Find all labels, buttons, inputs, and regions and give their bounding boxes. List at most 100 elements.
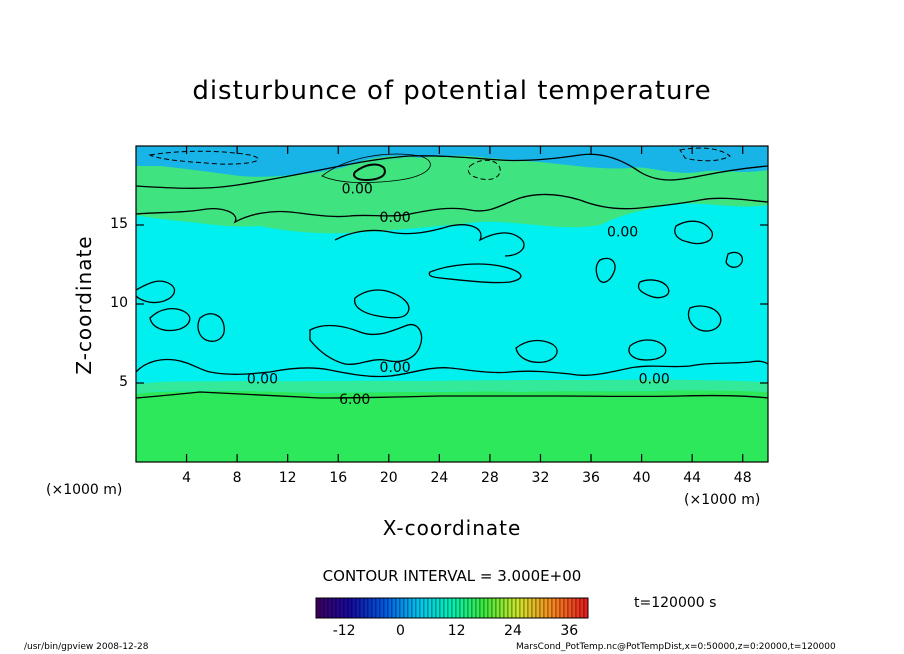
field-transition-band bbox=[136, 379, 768, 394]
colorbar-cell bbox=[531, 597, 537, 619]
footer-left-text: /usr/bin/gpview 2008-12-28 bbox=[24, 642, 149, 652]
contour-blob-7 bbox=[725, 251, 743, 268]
x-axis-label: X-coordinate bbox=[382, 516, 522, 540]
contour-negative-1 bbox=[148, 150, 259, 165]
x-tick-label: 16 bbox=[329, 470, 348, 486]
contour-upper-0 bbox=[136, 153, 768, 189]
y-axis-ticks bbox=[136, 224, 768, 384]
colorbar-cell bbox=[471, 597, 477, 619]
x-tick-label: 8 bbox=[232, 470, 242, 486]
x-axis-ticks bbox=[185, 146, 744, 462]
colorbar-tick-label: -12 bbox=[332, 623, 356, 639]
contour-negative-3 bbox=[679, 147, 731, 162]
colorbar-cell bbox=[435, 597, 441, 619]
colorbar-cell bbox=[355, 597, 361, 619]
field-lower-layer bbox=[136, 389, 768, 462]
colorbar-tick-label: 12 bbox=[447, 623, 466, 639]
x-tick-label: 28 bbox=[480, 470, 499, 486]
colorbar-cell bbox=[463, 597, 469, 619]
contour-mid-left bbox=[136, 280, 176, 304]
colorbar-tick-label: 24 bbox=[504, 623, 522, 639]
colorbar-cell bbox=[323, 597, 329, 619]
colorbar-cell bbox=[371, 597, 377, 619]
x-tick-label: 24 bbox=[430, 470, 449, 486]
colorbar-cell bbox=[427, 597, 433, 619]
colorbar-cell bbox=[347, 597, 353, 619]
colorbar-cell bbox=[547, 597, 553, 619]
colorbar-cell bbox=[411, 597, 417, 619]
colorbar-cell bbox=[503, 597, 509, 619]
colorbar-cell bbox=[447, 597, 453, 619]
colorbar-cell bbox=[351, 597, 357, 619]
y-tick-label: 10 bbox=[110, 295, 128, 311]
colorbar-cell bbox=[383, 597, 389, 619]
contour-label: 0.00 bbox=[380, 360, 411, 376]
colorbar-cell bbox=[535, 597, 541, 619]
colorbar-cell bbox=[459, 597, 465, 619]
contour-label: 0.00 bbox=[639, 371, 670, 387]
field-top-hotspot bbox=[330, 156, 431, 181]
colorbar-cell bbox=[583, 597, 589, 619]
x-tick-label: 48 bbox=[733, 470, 752, 486]
contour-blob-2 bbox=[595, 257, 616, 283]
contour-upper-0b bbox=[136, 193, 768, 224]
colorbar-cell bbox=[439, 597, 445, 619]
colorbar-cell bbox=[327, 597, 333, 619]
x-tick-label: 36 bbox=[582, 470, 600, 486]
contour-blob-1 bbox=[674, 220, 713, 245]
colorbar-cell bbox=[575, 597, 581, 619]
colorbar-cell bbox=[359, 597, 365, 619]
contour-mid-left-3 bbox=[197, 313, 225, 342]
colorbar-cell bbox=[339, 597, 345, 619]
colorbar-cell bbox=[543, 597, 549, 619]
x-unit-right: (×1000 m) bbox=[684, 492, 761, 508]
contour-label: 0.00 bbox=[380, 210, 411, 226]
colorbar-cell bbox=[395, 597, 401, 619]
colorbar-cell bbox=[391, 597, 397, 619]
colorbar-cell bbox=[527, 597, 533, 619]
colorbar-cell bbox=[507, 597, 513, 619]
colorbar-cell bbox=[519, 597, 525, 619]
x-tick-label: 32 bbox=[531, 470, 550, 486]
contour-label: 0.00 bbox=[607, 224, 638, 240]
contour-positive-top bbox=[321, 153, 431, 184]
contour-positive-top-2 bbox=[353, 163, 386, 182]
colorbar-cell bbox=[539, 597, 545, 619]
contour-label: 6.00 bbox=[339, 392, 370, 408]
colorbar-cell bbox=[499, 597, 505, 619]
colorbar-cell bbox=[319, 597, 325, 619]
colorbar bbox=[315, 597, 589, 619]
colorbar-cell bbox=[515, 597, 521, 619]
contour-mid-left-2 bbox=[149, 307, 191, 332]
colorbar-cell bbox=[479, 597, 485, 619]
contour-interval-text: CONTOUR INTERVAL = 3.000E+00 bbox=[322, 567, 582, 585]
contour-blob-5 bbox=[687, 305, 722, 332]
colorbar-cell bbox=[407, 597, 413, 619]
colorbar-cell bbox=[467, 597, 473, 619]
colorbar-cell bbox=[375, 597, 381, 619]
y-tick-label: 15 bbox=[110, 216, 128, 232]
colorbar-cell bbox=[579, 597, 585, 619]
y-tick-label: 5 bbox=[119, 374, 128, 390]
footer-right-text: MarsCond_PotTemp.nc@PotTempDist,x=0:5000… bbox=[516, 642, 836, 652]
colorbar-cell bbox=[343, 597, 349, 619]
colorbar-cell bbox=[495, 597, 501, 619]
colorbar-cell bbox=[403, 597, 409, 619]
contour-mid-center-2 bbox=[353, 289, 410, 319]
colorbar-cell bbox=[555, 597, 561, 619]
x-unit-left: (×1000 m) bbox=[46, 482, 123, 498]
colorbar-cell bbox=[379, 597, 385, 619]
contour-six bbox=[136, 391, 768, 399]
colorbar-frame bbox=[315, 597, 589, 619]
contour-blob-3 bbox=[428, 263, 522, 284]
colorbar-cell bbox=[423, 597, 429, 619]
contour-mid-right bbox=[515, 339, 558, 364]
colorbar-cell bbox=[559, 597, 565, 619]
colorbar-cell bbox=[511, 597, 517, 619]
colorbar-cell bbox=[363, 597, 369, 619]
colorbar-cell bbox=[315, 597, 321, 619]
colorbar-cell bbox=[399, 597, 405, 619]
contour-zero-low bbox=[136, 358, 768, 378]
contour-labels: 0.00 0.00 0.00 0.00 0.00 0.00 6.00 bbox=[247, 182, 670, 408]
